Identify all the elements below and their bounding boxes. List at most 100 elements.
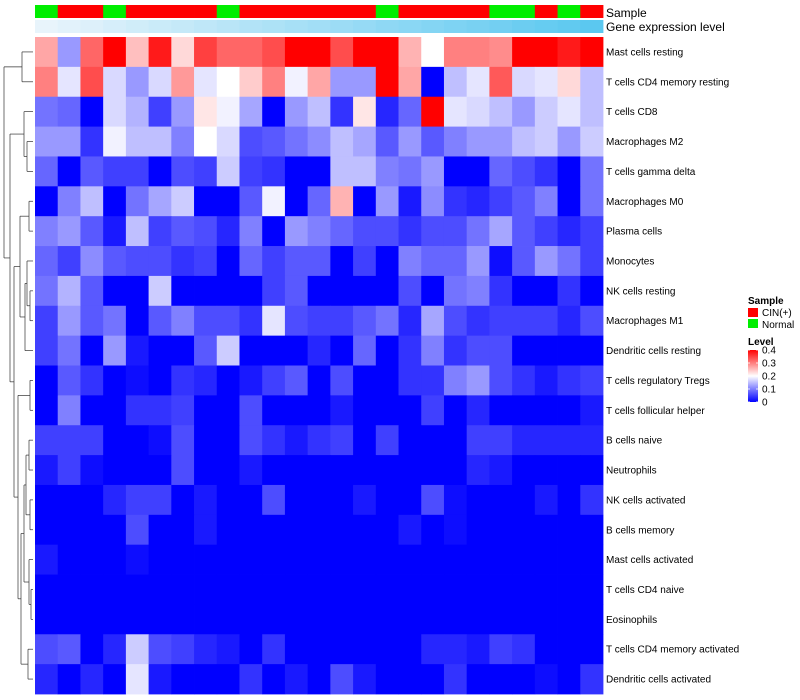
heatmap-cell <box>330 634 354 665</box>
heatmap-cell <box>148 216 172 247</box>
level-tick-label: 0.2 <box>762 372 776 383</box>
heatmap-cell <box>239 395 263 426</box>
heatmap-cell <box>330 484 354 516</box>
heatmap-cell <box>398 37 422 68</box>
heatmap-cell <box>262 634 286 665</box>
heatmap-cell <box>80 96 104 127</box>
heatmap-cell <box>398 544 422 575</box>
heatmap-cell <box>125 305 149 337</box>
heatmap-cell <box>216 37 240 68</box>
heatmap-cell <box>35 634 59 665</box>
heatmap-cell <box>512 365 536 396</box>
heatmap-cell <box>171 216 195 247</box>
heatmap-cell <box>466 186 490 217</box>
heatmap-cell <box>239 664 263 695</box>
heatmap-cell <box>262 544 286 575</box>
heatmap-cell <box>443 544 468 575</box>
row-labels: Mast cells resting T cells CD4 memory res… <box>606 47 739 685</box>
heatmap-cell <box>557 37 581 68</box>
expression-cell <box>512 20 536 33</box>
heatmap-cell <box>239 335 263 366</box>
sample-cell <box>489 5 513 18</box>
heatmap-cell <box>557 275 581 307</box>
expression-cell <box>353 20 377 33</box>
sample-cell <box>239 5 263 18</box>
heatmap-cell <box>239 544 263 575</box>
heatmap-cell <box>580 574 604 605</box>
heatmap-cell <box>216 425 240 456</box>
heatmap-cell <box>421 484 445 516</box>
heatmap-cell <box>194 96 218 127</box>
heatmap-cell <box>421 634 445 665</box>
heatmap-cell <box>262 96 286 127</box>
heatmap-cell <box>103 604 127 635</box>
heatmap-cell <box>489 37 513 68</box>
heatmap-cell <box>443 365 468 396</box>
heatmap-cell <box>194 574 218 605</box>
heatmap-cell <box>534 66 558 98</box>
level-tick-label: 0.1 <box>762 385 776 396</box>
heatmap-cell <box>171 66 195 98</box>
heatmap-cell <box>194 395 218 426</box>
heatmap-cell <box>35 186 59 217</box>
heatmap-cell <box>194 455 218 486</box>
heatmap-cell <box>80 634 104 665</box>
heatmap-cell <box>35 37 59 68</box>
heatmap-cell <box>307 664 331 695</box>
heatmap-cell <box>307 544 331 575</box>
heatmap-cell <box>35 604 59 635</box>
heatmap-cell <box>557 246 581 277</box>
heatmap-cell <box>239 66 263 98</box>
heatmap-cell <box>466 455 490 486</box>
sample-cell <box>262 5 286 18</box>
heatmap-cell <box>512 186 536 217</box>
heatmap-cell <box>580 395 604 426</box>
heatmap-cell <box>375 634 399 665</box>
heatmap-cell <box>103 156 127 187</box>
heatmap-cell <box>580 455 604 486</box>
heatmap-cell <box>421 37 445 68</box>
heatmap-cell <box>330 37 354 68</box>
heatmap-cell <box>239 365 263 396</box>
sample-cell <box>466 5 490 18</box>
heatmap-cell <box>443 216 468 247</box>
heatmap-cell <box>284 514 309 546</box>
heatmap-cell <box>534 484 558 516</box>
heatmap-cell <box>398 664 422 695</box>
heatmap-cell <box>534 455 558 486</box>
heatmap-cell <box>375 216 399 247</box>
heatmap-cell <box>512 66 536 98</box>
heatmap-cell <box>57 275 81 307</box>
heatmap-cell <box>307 96 331 127</box>
heatmap-cell <box>80 186 104 217</box>
heatmap-cell <box>125 186 149 217</box>
heatmap-cell <box>512 514 536 546</box>
heatmap-cell <box>512 305 536 337</box>
sample-cell <box>194 5 218 18</box>
heatmap-cells <box>35 37 604 695</box>
row-label: Macrophages M0 <box>606 197 684 208</box>
heatmap-cell <box>580 66 604 98</box>
heatmap-cell <box>443 604 468 635</box>
expression-cell <box>466 20 490 33</box>
heatmap-cell <box>57 96 81 127</box>
heatmap-cell <box>534 634 558 665</box>
heatmap-cell <box>57 156 81 187</box>
heatmap-cell <box>171 37 195 68</box>
heatmap-cell <box>398 156 422 187</box>
level-tick-label: 0.4 <box>762 346 776 357</box>
heatmap-cell <box>216 395 240 426</box>
expression-cell <box>307 20 331 33</box>
heatmap-cell <box>307 455 331 486</box>
heatmap-cell <box>148 484 172 516</box>
row-label: T cells CD4 memory activated <box>606 645 739 656</box>
heatmap-cell <box>512 335 536 366</box>
heatmap-cell <box>125 275 149 307</box>
heatmap-cell <box>489 126 513 157</box>
heatmap-cell <box>125 455 149 486</box>
heatmap-cell <box>194 305 218 337</box>
heatmap-cell <box>35 574 59 605</box>
heatmap-cell <box>284 66 309 98</box>
heatmap-cell <box>307 275 331 307</box>
heatmap-cell <box>125 156 149 187</box>
